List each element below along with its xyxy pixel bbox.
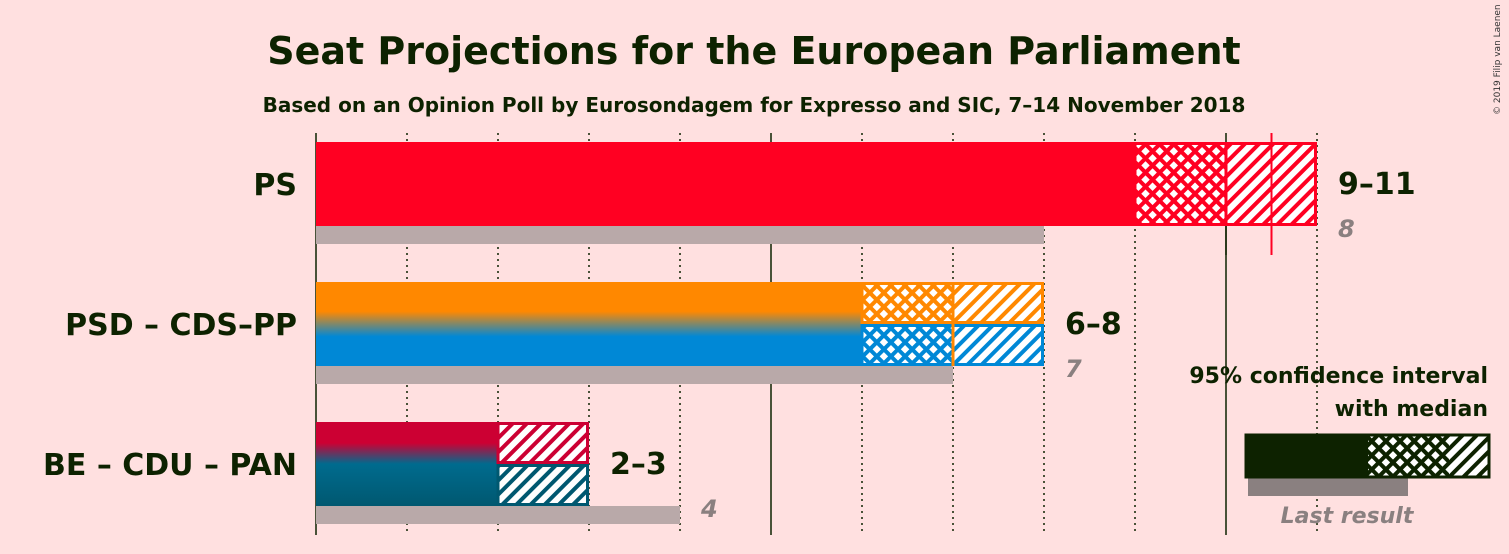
party-2-solid-bar (316, 422, 498, 506)
party-1-last-result-label: 7 (1065, 355, 1082, 383)
legend-outline (1244, 433, 1491, 479)
copyright-note: © 2019 Filip van Laenen (1493, 4, 1503, 115)
legend-solid-bar (1246, 435, 1368, 477)
legend-last-result-bar (1248, 478, 1408, 496)
party-1-solid-bar (316, 282, 862, 366)
party-1-last-result-bar (316, 366, 953, 384)
party-1-hatch-bar-0 (953, 282, 1044, 325)
party-1-crosshatch-bar-0 (862, 282, 953, 325)
party-2-hatch-bar-1 (498, 464, 589, 506)
party-1-name: PSD – CDS–PP (65, 308, 297, 343)
party-1-crosshatch-bar-1 (862, 324, 953, 366)
party-2-hatch-bar-0 (498, 422, 589, 465)
party-1-range-label: 6–8 (1065, 307, 1122, 342)
legend: 95% confidence interval with median Last… (1189, 364, 1491, 529)
party-1-hatch-bar-1 (953, 324, 1044, 366)
party-2-last-result-bar (316, 506, 680, 524)
chart-title: Seat Projections for the European Parlia… (267, 29, 1240, 73)
party-2-ci-outline-0 (496, 422, 589, 464)
party-0-last-result-bar (316, 226, 1044, 244)
party-0-crosshatch-bar (1135, 142, 1226, 226)
bars: PS 9–11 8 PSD – CDS–PP 6–8 7 BE – CDU – PAN 2–3… (43, 133, 1416, 524)
party-0-range-label: 9–11 (1338, 167, 1416, 202)
chart-subtitle: Based on an Opinion Poll by Eurosondagem… (263, 93, 1246, 117)
party-0-name: PS (253, 168, 297, 203)
party-0-solid-bar (316, 142, 1135, 226)
legend-hatch-bar (1449, 435, 1489, 477)
party-2-ci-outline-1 (496, 464, 589, 506)
party-0-last-result-label: 8 (1338, 215, 1355, 243)
party-2-name: BE – CDU – PAN (43, 448, 297, 483)
legend-median-label: with median (1335, 397, 1488, 422)
party-2-range-label: 2–3 (610, 447, 667, 482)
legend-ci-label: 95% confidence interval (1189, 364, 1488, 389)
legend-crosshatch-bar (1368, 435, 1449, 477)
party-2-last-result-label: 4 (700, 495, 718, 523)
legend-last-result-label: Last result (1281, 504, 1415, 529)
